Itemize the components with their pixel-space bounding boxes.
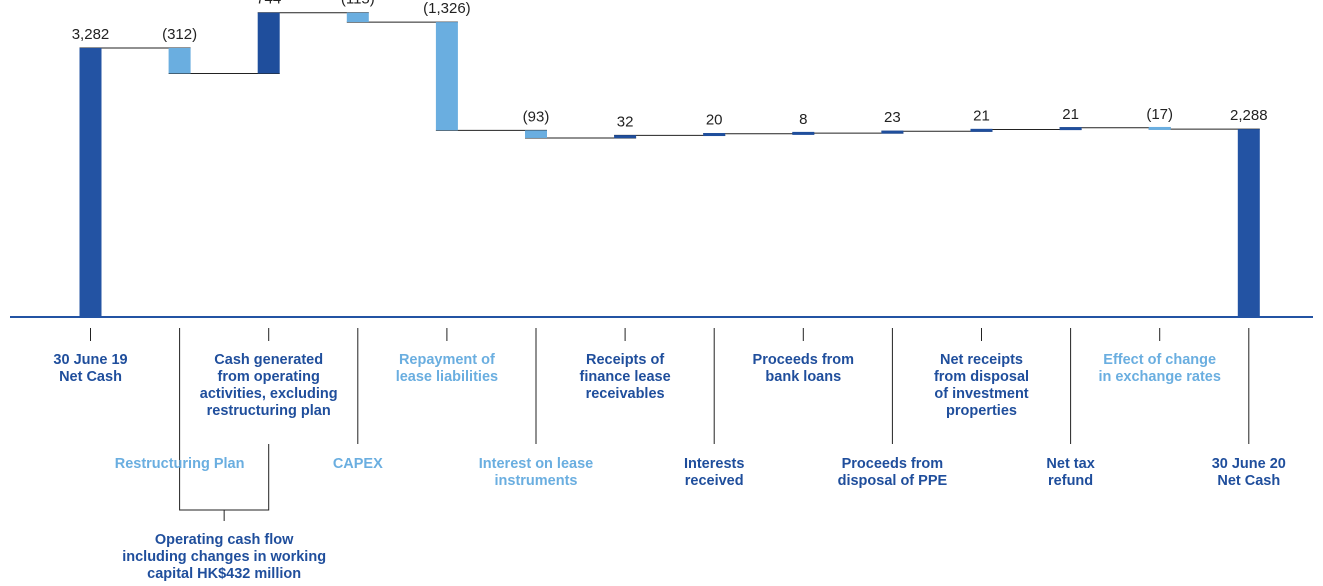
value-label: 744 [256, 0, 281, 8]
value-label: (17) [1146, 106, 1173, 123]
category-label: Restructuring Plan [114, 456, 245, 472]
bracket-label: Operating cash flow including changes in… [122, 532, 327, 582]
bar [703, 133, 726, 137]
bar [435, 22, 458, 131]
category-label: Cash generated from operating activities… [199, 352, 338, 419]
category-label: Net receipts from disposal of investment… [933, 352, 1030, 419]
category-label: Repayment of lease liabilities [395, 352, 499, 385]
value-label: (312) [162, 26, 197, 43]
value-label: (93) [523, 108, 550, 125]
bar [168, 47, 191, 74]
bar [792, 131, 815, 135]
category-label: 30 June 20 Net Cash [1211, 456, 1286, 489]
bar [1148, 126, 1171, 130]
category-label: Receipts of finance lease receivables [579, 352, 671, 402]
bar [970, 128, 993, 132]
category-label: CAPEX [332, 456, 383, 472]
value-label: 21 [1062, 106, 1079, 123]
value-label: 23 [884, 109, 901, 126]
bar [525, 130, 547, 138]
category-label: Proceeds from bank loans [752, 352, 855, 385]
value-label: 21 [973, 107, 990, 124]
bar [614, 135, 637, 139]
bar [79, 47, 102, 316]
value-label: 20 [706, 112, 723, 129]
category-label: 30 June 19 Net Cash [53, 352, 128, 385]
bar [881, 130, 904, 134]
category-label: Effect of change in exchange rates [1098, 352, 1221, 385]
bar [346, 12, 369, 23]
value-label: (1,326) [423, 0, 471, 17]
category-label: Proceeds from disposal of PPE [837, 456, 948, 489]
category-label: Interest on lease instruments [478, 456, 594, 489]
value-label: 2,288 [1230, 107, 1268, 124]
value-label: (115) [341, 0, 375, 8]
bar [1237, 129, 1260, 316]
value-label: 8 [799, 111, 807, 128]
bar [1059, 127, 1082, 131]
value-label: 3,282 [72, 26, 110, 43]
category-label: Interests received [683, 456, 745, 489]
bracket-line [179, 444, 270, 511]
bar [257, 12, 280, 74]
value-label: 32 [617, 113, 634, 130]
category-label: Net tax refund [1046, 456, 1095, 489]
